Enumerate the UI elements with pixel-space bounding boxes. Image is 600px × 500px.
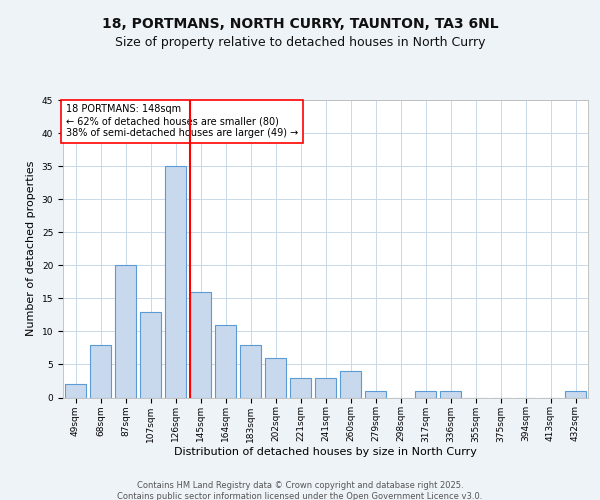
Text: Size of property relative to detached houses in North Curry: Size of property relative to detached ho… — [115, 36, 485, 49]
Text: 18 PORTMANS: 148sqm
← 62% of detached houses are smaller (80)
38% of semi-detach: 18 PORTMANS: 148sqm ← 62% of detached ho… — [65, 104, 298, 138]
Bar — [240, 344, 261, 398]
Bar — [140, 312, 161, 398]
Bar — [115, 266, 136, 398]
Bar — [90, 344, 111, 398]
Bar — [190, 292, 211, 398]
Bar — [415, 391, 436, 398]
X-axis label: Distribution of detached houses by size in North Curry: Distribution of detached houses by size … — [174, 447, 477, 457]
Text: 18, PORTMANS, NORTH CURRY, TAUNTON, TA3 6NL: 18, PORTMANS, NORTH CURRY, TAUNTON, TA3 … — [101, 18, 499, 32]
Bar — [215, 325, 236, 398]
Bar — [365, 391, 386, 398]
Text: Contains HM Land Registry data © Crown copyright and database right 2025.: Contains HM Land Registry data © Crown c… — [137, 481, 463, 490]
Bar — [340, 371, 361, 398]
Bar — [315, 378, 336, 398]
Bar — [65, 384, 86, 398]
Bar — [440, 391, 461, 398]
Bar — [165, 166, 186, 398]
Bar — [265, 358, 286, 398]
Text: Contains public sector information licensed under the Open Government Licence v3: Contains public sector information licen… — [118, 492, 482, 500]
Y-axis label: Number of detached properties: Number of detached properties — [26, 161, 36, 336]
Bar — [565, 391, 586, 398]
Bar — [290, 378, 311, 398]
